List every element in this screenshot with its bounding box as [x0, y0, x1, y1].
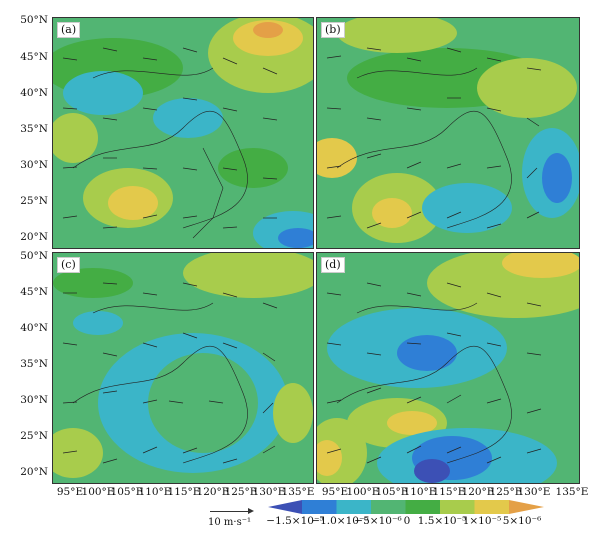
x-tick-label: 115°E: [167, 486, 201, 498]
y-tick-label: 40°N: [20, 322, 48, 334]
x-tick-label: 110°E: [138, 486, 172, 498]
colorbar-label: 1.5×10⁻⁵: [417, 515, 467, 527]
map-panel-c: (c): [52, 252, 314, 484]
colorbar-label: 0: [403, 515, 411, 527]
x-tick-label: 120°E: [196, 486, 230, 498]
colorbar-label: 1×10⁻⁵: [462, 515, 502, 527]
x-tick-label: 95°E: [56, 486, 84, 498]
y-tick-label: 45°N: [20, 286, 48, 298]
x-tick-label: 120°E: [461, 486, 495, 498]
panel-label: (a): [57, 22, 81, 38]
x-tick-label: 95°E: [321, 486, 349, 498]
y-tick-label: 35°N: [20, 123, 48, 135]
y-tick-label: 50°N: [20, 14, 48, 26]
reference-arrow-icon: [210, 508, 254, 514]
panel-label: (d): [321, 257, 345, 273]
colorbar-segment: [336, 500, 371, 514]
y-tick-label: 20°N: [20, 466, 48, 478]
x-tick-label: 130°E: [252, 486, 286, 498]
panel-label: (c): [57, 257, 80, 273]
y-tick-label: 40°N: [20, 87, 48, 99]
x-tick-label: 100°E: [81, 486, 115, 498]
x-tick-label: 110°E: [403, 486, 437, 498]
colorbar-segment: [474, 500, 509, 514]
colorbar-label: 5×10⁻⁶: [502, 515, 542, 527]
colorbar-label: −1.0×10⁻⁵: [311, 515, 369, 527]
y-tick-label: 30°N: [20, 394, 48, 406]
panel-c-field: [53, 253, 313, 478]
y-tick-label: 25°N: [20, 195, 48, 207]
y-tick-label: 30°N: [20, 159, 48, 171]
y-tick-label: 20°N: [20, 231, 48, 243]
y-tick-label: 25°N: [20, 430, 48, 442]
y-tick-label: 45°N: [20, 51, 48, 63]
y-tick-label: 35°N: [20, 358, 48, 370]
colorbar-segment: [371, 500, 406, 514]
panel-a-field: [53, 18, 313, 248]
x-tick-label: 105°E: [110, 486, 144, 498]
x-tick-label: 135°E: [281, 486, 315, 498]
x-tick-label: 125°E: [224, 486, 258, 498]
x-tick-label: 100°E: [346, 486, 380, 498]
y-tick-label: 50°N: [20, 250, 48, 262]
colorbar: [268, 500, 544, 514]
x-tick-label: 115°E: [432, 486, 466, 498]
map-panel-d: (d): [316, 252, 580, 484]
x-tick-label: 135°E: [555, 486, 589, 498]
map-panel-a: (a): [52, 17, 314, 249]
panel-b-field: [317, 18, 579, 243]
reference-vector-label: 10 m·s⁻¹: [208, 517, 251, 528]
x-tick-label: 130°E: [517, 486, 551, 498]
colorbar-segment: [302, 500, 337, 514]
x-tick-label: 125°E: [489, 486, 523, 498]
colorbar-segment: [268, 500, 302, 514]
colorbar-segment: [509, 500, 544, 514]
map-panel-b: (b): [316, 17, 580, 249]
panel-label: (b): [321, 22, 345, 38]
panel-d-field: [317, 253, 579, 483]
colorbar-label: −1.5×10⁻⁵: [266, 515, 324, 527]
colorbar-segment: [405, 500, 440, 514]
x-tick-label: 105°E: [375, 486, 409, 498]
colorbar-segment: [440, 500, 475, 514]
colorbar-label: −5×10⁻⁶: [354, 515, 402, 527]
